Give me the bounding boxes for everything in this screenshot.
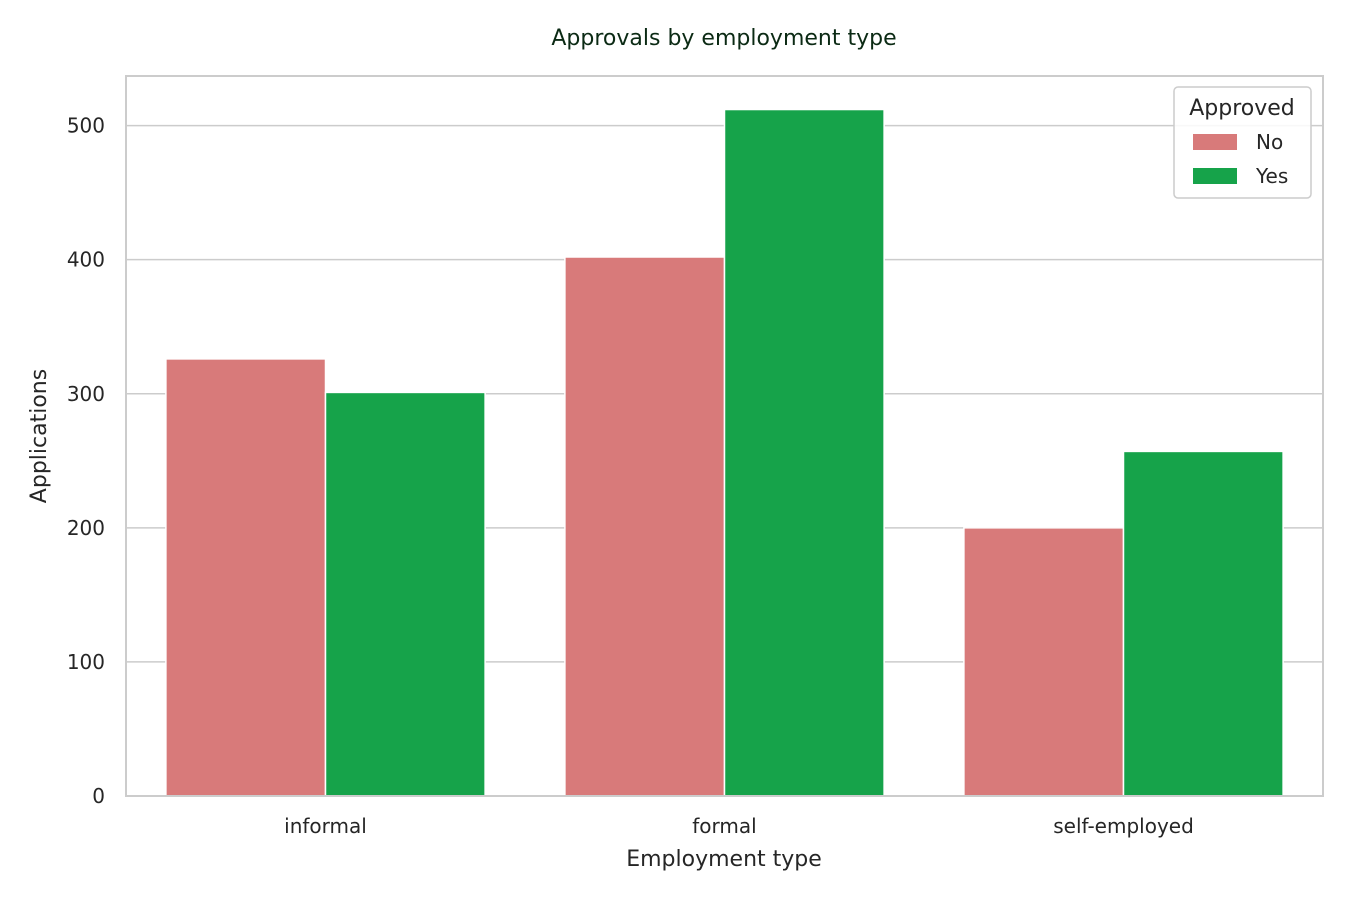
legend-swatch [1193,134,1237,150]
legend: Approved No Yes [1173,86,1312,199]
chart-title: Approvals by employment type [551,26,896,51]
bar-yes-self-employed [1122,450,1284,797]
x-tick-labels: informal formal self-employed [284,814,1194,838]
y-axis-label: Applications [27,369,52,503]
y-tick-label: 500 [67,114,105,138]
y-tick-labels: 0 100 200 300 400 500 [67,114,105,808]
x-tick-label: formal [692,814,756,838]
bar-no-informal [165,358,327,797]
y-tick-label: 300 [67,382,105,406]
legend-label: No [1256,130,1283,154]
legend-items: No Yes [1193,130,1288,188]
plot-frame [125,75,1324,797]
bar-no-self-employed [963,527,1125,797]
y-tick-label: 100 [67,650,105,674]
legend-swatch [1193,168,1237,184]
y-tick-label: 0 [92,784,105,808]
x-axis-label: Employment type [626,847,822,872]
legend-label: Yes [1255,164,1288,188]
y-tick-label: 400 [67,248,105,272]
x-tick-label: informal [284,814,367,838]
bars [165,108,1284,797]
bar-yes-formal [723,108,885,797]
y-tick-label: 200 [67,516,105,540]
legend-title: Approved [1189,96,1295,121]
x-tick-label: self-employed [1053,814,1194,838]
bar-yes-informal [324,391,486,797]
bar-no-formal [564,256,726,797]
